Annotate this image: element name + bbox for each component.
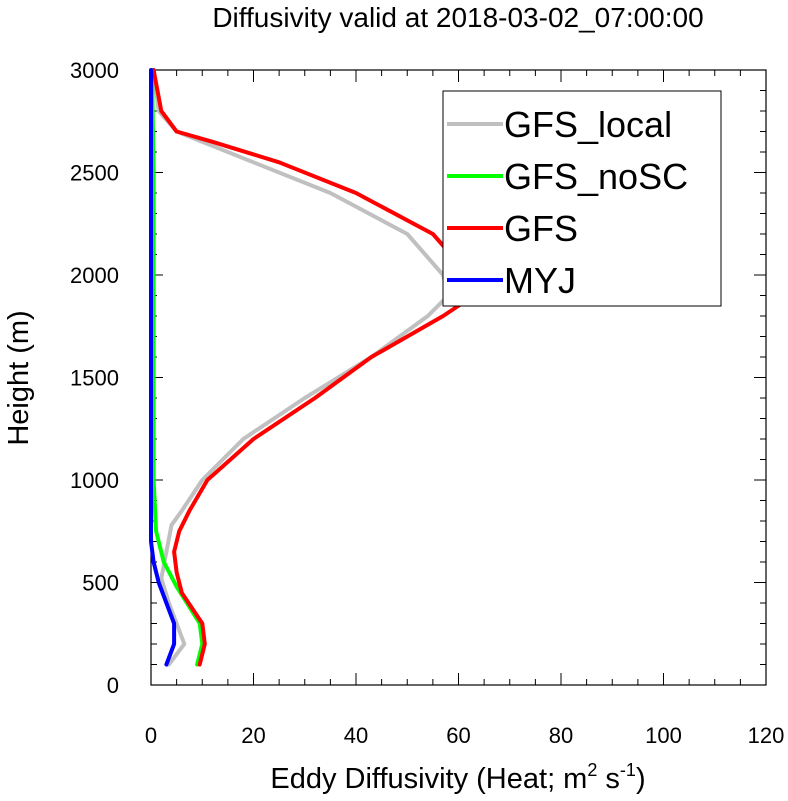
legend-label-gfs-local: GFS_local: [504, 104, 672, 145]
plot-area: [149, 68, 767, 686]
chart-title: Diffusivity valid at 2018-03-02_07:00:00: [212, 2, 703, 33]
series-line-gfs: [151, 68, 476, 667]
x-tick-label: 40: [344, 723, 368, 748]
series-line-gfs-nosc: [150, 68, 205, 667]
series-line-myj: [149, 68, 177, 667]
legend-items: GFS_local GFS_noSC GFS MYJ: [447, 104, 688, 301]
y-axis-label: Height (m): [3, 310, 35, 445]
legend-box: [442, 90, 722, 307]
x-tick-label: 60: [446, 723, 470, 748]
series-line-gfs-local: [151, 68, 451, 667]
y-tick-label: 1500: [70, 366, 119, 391]
x-tick-label: 100: [645, 723, 682, 748]
legend-label-myj: MYJ: [504, 260, 576, 301]
x-tick-label: 80: [549, 723, 573, 748]
x-tick-label: 20: [241, 723, 265, 748]
y-tick-label: 3000: [70, 58, 119, 83]
y-tick-labels: 0 500 1000 1500 2000 2500 3000: [70, 58, 119, 698]
y-tick-label: 0: [107, 673, 119, 698]
x-tick-labels: 0 20 40 60 80 100 120: [145, 723, 784, 748]
x-axis-label: Eddy Diffusivity (Heat; m2 s-1): [270, 760, 645, 795]
y-tick-label: 500: [82, 571, 119, 596]
legend: GFS_local GFS_noSC GFS MYJ: [442, 90, 722, 307]
x-tick-label: 0: [145, 723, 157, 748]
y-tick-label: 1000: [70, 468, 119, 493]
x-tick-label: 120: [748, 723, 785, 748]
y-tick-label: 2500: [70, 161, 119, 186]
legend-label-gfs-nosc: GFS_noSC: [504, 156, 688, 197]
legend-label-gfs: GFS: [504, 208, 578, 249]
y-tick-label: 2000: [70, 263, 119, 288]
series-lines: [149, 68, 476, 667]
